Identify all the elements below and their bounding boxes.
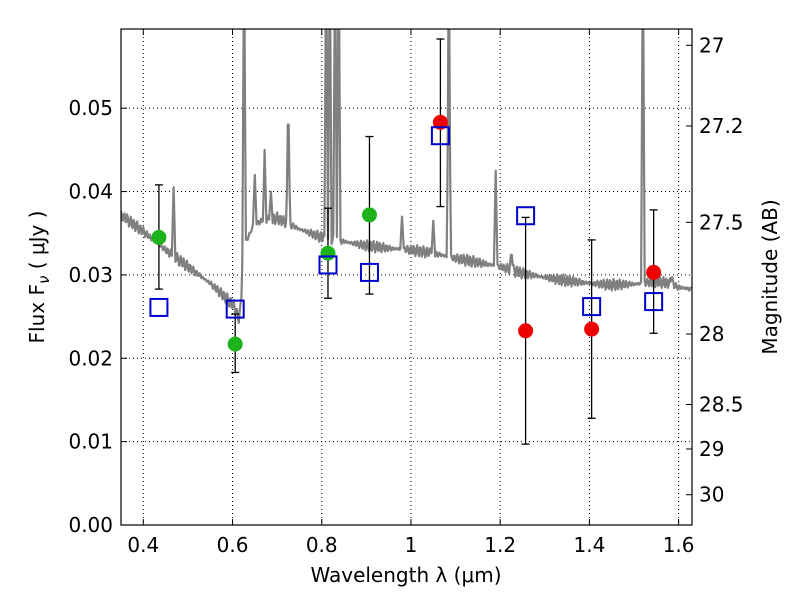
gridlines — [121, 29, 692, 525]
model-flux-square — [318, 255, 338, 275]
plot-frame — [120, 28, 693, 526]
x-tick-label: 0.6 — [217, 533, 249, 557]
green-data-point — [227, 336, 243, 352]
y-tick-label: 0.05 — [68, 96, 113, 120]
y2-tick-label: 28 — [699, 322, 724, 346]
y2-axis-ticks: 27 27.2 27.5 28 28.5 29 30 — [686, 33, 744, 507]
y-tick-label: 0.03 — [68, 263, 113, 287]
y-axis-label-sub: ν — [35, 276, 53, 284]
model-flux-square — [225, 299, 245, 319]
model-flux-square — [644, 292, 664, 312]
x-tick-label: 1.6 — [663, 533, 695, 557]
y2-tick-label: 30 — [699, 483, 724, 507]
red-data-point — [646, 264, 662, 280]
green-data-point — [320, 245, 336, 261]
model-flux-square — [582, 297, 602, 317]
model-flux-square — [359, 262, 379, 282]
x-tick-label: 0.4 — [127, 533, 159, 557]
x-axis-ticks: 0.4 0.6 0.8 1 1.2 1.4 1.6 — [127, 29, 695, 557]
x-axis-label: Wavelength λ (μm) — [310, 563, 501, 587]
y-tick-label: 0.01 — [68, 430, 113, 454]
sed-model-spectrum — [121, 29, 692, 324]
green-data-point — [361, 207, 377, 223]
red-data-point — [432, 114, 448, 130]
y-axis-label-unit: ( μJy ) — [25, 211, 49, 276]
x-tick-label: 1.2 — [484, 533, 516, 557]
y-axis-label: Flux Fν ( μJy ) — [25, 211, 53, 344]
model-flux-square — [430, 126, 450, 146]
markers-group — [149, 114, 664, 352]
y2-tick-label: 27 — [699, 33, 724, 57]
green-data-point — [151, 229, 167, 245]
model-flux-square — [149, 297, 169, 317]
x-tick-label: 1.4 — [573, 533, 605, 557]
x-tick-label: 1 — [405, 533, 418, 557]
red-data-point — [518, 323, 534, 339]
y-axis-ticks: 0.00 0.01 0.02 0.03 0.04 0.05 — [68, 96, 127, 537]
y2-axis-label: Magnitude (AB) — [758, 199, 782, 354]
y-axis-label-main: Flux F — [25, 284, 49, 343]
y2-tick-label: 29 — [699, 437, 724, 461]
y2-tick-label: 27.5 — [699, 210, 744, 234]
y2-tick-label: 28.5 — [699, 393, 744, 417]
red-data-point — [584, 321, 600, 337]
y-tick-label: 0.00 — [68, 513, 113, 537]
y2-tick-label: 27.2 — [699, 114, 744, 138]
y-tick-label: 0.04 — [68, 180, 113, 204]
x-tick-label: 0.8 — [306, 533, 338, 557]
sed-line — [121, 29, 692, 324]
model-flux-square — [516, 206, 536, 226]
y-tick-label: 0.02 — [68, 346, 113, 370]
